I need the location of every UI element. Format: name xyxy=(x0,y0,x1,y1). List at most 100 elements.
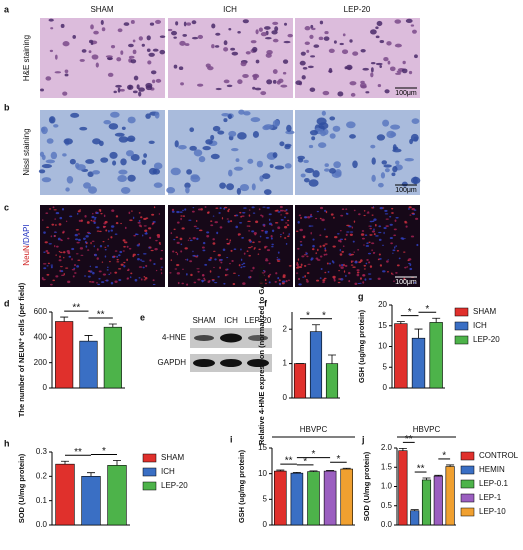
cell xyxy=(328,48,335,53)
cell xyxy=(394,19,402,24)
cell xyxy=(159,257,163,260)
cell xyxy=(204,206,207,208)
cell xyxy=(403,277,406,281)
cell xyxy=(118,278,122,282)
bar xyxy=(293,363,307,399)
cell xyxy=(116,255,118,258)
cell xyxy=(212,238,215,241)
legend-label: LEP-1 xyxy=(479,493,502,502)
cell xyxy=(283,210,287,212)
cell xyxy=(344,238,347,241)
cell xyxy=(58,259,62,262)
legend-label: LEP-20 xyxy=(473,335,500,344)
cell xyxy=(318,36,324,41)
cell xyxy=(285,212,289,215)
cell xyxy=(253,247,256,249)
cell xyxy=(223,118,228,123)
band xyxy=(248,335,268,341)
micrograph xyxy=(40,110,165,195)
cell xyxy=(117,87,121,93)
cell xyxy=(88,50,92,54)
cell xyxy=(373,228,375,231)
cell xyxy=(278,279,281,282)
cell xyxy=(155,269,158,272)
cell xyxy=(170,232,173,235)
cell xyxy=(396,264,400,267)
cell xyxy=(320,268,323,271)
cell xyxy=(250,40,257,44)
chart-title: HBVPC xyxy=(413,425,441,434)
cell xyxy=(185,273,188,276)
cell xyxy=(214,258,217,261)
cell xyxy=(393,280,395,283)
y-tick-label: 0 xyxy=(283,393,288,402)
cell xyxy=(243,111,251,116)
cell xyxy=(219,207,222,210)
cell xyxy=(286,124,292,132)
cell xyxy=(357,282,361,285)
cell xyxy=(240,61,247,67)
cell xyxy=(362,273,366,277)
cell xyxy=(389,215,392,218)
cell xyxy=(68,255,72,258)
cell xyxy=(390,124,401,130)
cell xyxy=(305,279,308,281)
cell xyxy=(363,264,367,267)
cell xyxy=(352,266,356,268)
panel-letter: b xyxy=(4,102,10,112)
cell xyxy=(171,210,175,213)
cell xyxy=(277,251,280,254)
cell xyxy=(104,248,107,251)
cell xyxy=(263,189,272,195)
cell xyxy=(146,35,151,41)
cell xyxy=(84,214,87,218)
cell xyxy=(119,250,123,254)
cell xyxy=(212,215,215,217)
cell xyxy=(361,237,365,240)
cell xyxy=(197,270,200,273)
cell xyxy=(211,23,216,29)
cell xyxy=(95,211,99,215)
sig-label: * xyxy=(442,451,446,462)
cell xyxy=(60,23,65,29)
cell xyxy=(409,263,412,267)
cell xyxy=(272,69,278,74)
cell xyxy=(108,273,111,276)
y-tick-label: 5 xyxy=(383,362,388,371)
cell xyxy=(356,271,360,274)
cell xyxy=(389,66,396,72)
cell xyxy=(88,39,94,44)
cell xyxy=(310,215,312,218)
cell xyxy=(369,265,373,268)
cell xyxy=(303,254,307,256)
cell xyxy=(303,216,308,219)
error-bar xyxy=(342,467,351,470)
cell xyxy=(324,228,326,231)
cell xyxy=(375,62,383,66)
panel-letter: e xyxy=(140,312,145,322)
cell xyxy=(308,179,319,187)
cell xyxy=(186,22,192,26)
cell xyxy=(87,186,98,194)
cell xyxy=(93,30,99,35)
cell xyxy=(304,168,315,174)
cell xyxy=(50,151,58,160)
cell xyxy=(274,165,285,170)
micrograph xyxy=(40,18,165,98)
band xyxy=(220,359,242,367)
cell xyxy=(206,231,210,234)
cell xyxy=(143,279,146,281)
cell xyxy=(201,246,205,249)
cell xyxy=(324,271,327,274)
cell xyxy=(196,254,199,257)
cell xyxy=(91,240,95,242)
cell xyxy=(390,242,393,245)
cell xyxy=(132,90,138,94)
cell xyxy=(85,245,88,248)
bar xyxy=(107,465,127,526)
cell xyxy=(59,266,63,268)
cell xyxy=(108,230,110,233)
cell xyxy=(221,216,224,220)
cell xyxy=(370,29,377,35)
cell xyxy=(379,264,383,267)
